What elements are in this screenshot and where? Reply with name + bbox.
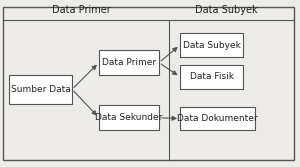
Text: Data Primer: Data Primer <box>102 58 156 67</box>
Text: Data Subyek: Data Subyek <box>183 41 240 50</box>
FancyBboxPatch shape <box>180 107 255 130</box>
FancyBboxPatch shape <box>180 33 243 57</box>
FancyBboxPatch shape <box>9 75 72 104</box>
Text: Data Subyek: Data Subyek <box>195 5 258 15</box>
Text: Data Sekunder: Data Sekunder <box>95 113 163 122</box>
Text: Data Primer: Data Primer <box>52 5 110 15</box>
FancyBboxPatch shape <box>99 105 159 130</box>
FancyBboxPatch shape <box>3 7 294 160</box>
Text: Data Dokumenter: Data Dokumenter <box>177 114 258 123</box>
Text: Data Fisik: Data Fisik <box>190 72 233 81</box>
FancyBboxPatch shape <box>99 50 159 75</box>
Text: Sumber Data: Sumber Data <box>11 85 70 94</box>
FancyBboxPatch shape <box>180 65 243 89</box>
